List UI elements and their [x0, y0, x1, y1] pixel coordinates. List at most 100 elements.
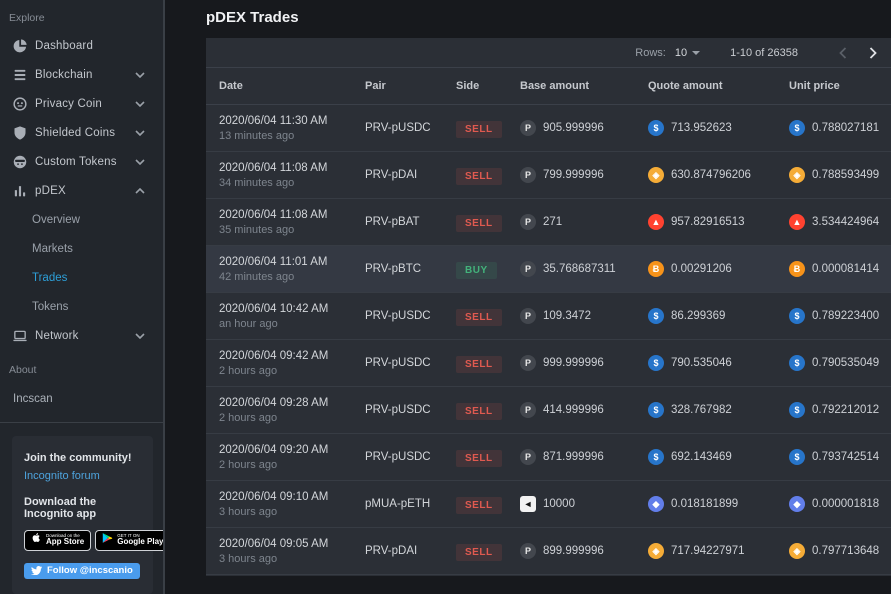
main-content: pDEX Trades Rows: 10 1-10 of 26358 Date … — [165, 0, 891, 594]
unit-amount-cell: $0.792212012 — [789, 402, 891, 418]
sidebar-item-dashboard[interactable]: Dashboard — [0, 31, 163, 60]
base-amount-cell: P 871.999996 — [520, 449, 648, 465]
trade-relative-time: an hour ago — [219, 317, 278, 330]
base-amount-value: 871.999996 — [543, 451, 604, 463]
sidebar-item-incscan[interactable]: Incscan — [13, 393, 53, 405]
trade-date: 2020/06/04 11:08 AM — [219, 161, 328, 174]
side-badge: SELL — [456, 120, 502, 138]
table-row[interactable]: 2020/06/04 09:42 AM 2 hours ago PRV-pUSDC S… — [206, 340, 891, 387]
trade-pair: PRV-pDAI — [365, 545, 418, 557]
table-row[interactable]: 2020/06/04 11:08 AM 34 minutes ago PRV-pDA… — [206, 152, 891, 199]
side-cell: SELL — [456, 166, 520, 185]
table-row[interactable]: 2020/06/04 11:01 AM 42 minutes ago PRV-pBT… — [206, 246, 891, 293]
sidebar-item-custom-tokens[interactable]: Custom Tokens — [0, 147, 163, 176]
side-badge: SELL — [456, 308, 502, 326]
rows-per-page-select[interactable]: 10 — [674, 46, 701, 59]
sidebar-item-label: Custom Tokens — [35, 155, 117, 168]
table-row[interactable]: 2020/06/04 09:28 AM 2 hours ago PRV-pUSDC S… — [206, 387, 891, 434]
sidebar-item-network[interactable]: Network — [0, 321, 163, 350]
table-body: 2020/06/04 11:30 AM 13 minutes ago PRV-pUS… — [206, 105, 891, 575]
prv-coin-icon: P — [520, 543, 536, 559]
sidebar-item-blockchain[interactable]: Blockchain — [0, 60, 163, 89]
trade-pair: PRV-pUSDC — [365, 357, 431, 369]
rows-per-page-label: Rows: — [635, 46, 666, 59]
pmua-coin-icon: ◄ — [520, 496, 536, 512]
prv-coin-icon: P — [520, 120, 536, 136]
base-amount-cell: P 899.999996 — [520, 543, 648, 559]
quote-amount-cell: $328.767982 — [648, 402, 789, 418]
quote-amount-value: 692.143469 — [671, 451, 732, 463]
quote-amount-cell: ◆ 0.018181899 — [648, 496, 789, 512]
chevron-down-icon — [135, 129, 145, 136]
base-amount-cell: P 999.999996 — [520, 355, 648, 371]
table-row[interactable]: 2020/06/04 10:42 AM an hour ago PRV-pUSDC S… — [206, 293, 891, 340]
side-badge: SELL — [456, 496, 502, 514]
pusdc-coin-icon: $ — [648, 402, 664, 418]
table-row[interactable]: 2020/06/04 11:30 AM 13 minutes ago PRV-pUS… — [206, 105, 891, 152]
sidebar-subitem-overview[interactable]: Overview — [0, 205, 163, 234]
custom-tokens-icon — [11, 153, 28, 170]
date-cell: 2020/06/04 09:20 AM 2 hours ago — [219, 444, 365, 471]
date-cell: 2020/06/04 11:01 AM 42 minutes ago — [219, 256, 365, 283]
trade-date: 2020/06/04 11:30 AM — [219, 114, 328, 127]
sidebar-subitem-markets[interactable]: Markets — [0, 234, 163, 263]
side-cell: SELL — [456, 119, 520, 138]
sidebar-subitem-trades[interactable]: Trades — [0, 263, 163, 292]
pusdc-coin-icon: $ — [648, 355, 664, 371]
table-toolbar: Rows: 10 1-10 of 26358 — [206, 38, 891, 68]
twitter-follow-button[interactable]: Follow @incscanio — [24, 562, 140, 579]
unit-amount-value: 0.797713648 — [812, 545, 880, 557]
base-amount-cell: P 35.768687311 — [520, 261, 648, 277]
pusdc-coin-icon: $ — [648, 120, 664, 136]
pdai-coin-icon: ◈ — [648, 167, 664, 183]
next-page-button[interactable] — [858, 38, 888, 68]
table-row[interactable]: 2020/06/04 11:08 AM 35 minutes ago PRV-pBA… — [206, 199, 891, 246]
google-play-badge[interactable]: GET IT ON Google Play — [95, 529, 163, 551]
table-row[interactable]: 2020/06/04 09:10 AM 3 hours ago pMUA-pETH S… — [206, 481, 891, 528]
previous-page-button[interactable] — [828, 38, 858, 68]
trade-date: 2020/06/04 10:42 AM — [219, 302, 329, 315]
blockchain-icon — [11, 66, 28, 83]
community-download-text: Download the Incognito app — [24, 495, 97, 520]
quote-amount-value: 630.874796206 — [671, 169, 751, 181]
trade-pair: PRV-pUSDC — [365, 310, 431, 322]
trade-relative-time: 42 minutes ago — [219, 270, 295, 283]
unit-amount-value: 0.788027181 — [812, 122, 880, 134]
pdai-coin-icon: ◈ — [648, 543, 664, 559]
table-row[interactable]: 2020/06/04 09:20 AM 2 hours ago PRV-pUSDC S… — [206, 434, 891, 481]
sidebar-item-shielded-coins[interactable]: Shielded Coins — [0, 118, 163, 147]
quote-amount-value: 717.94227971 — [671, 545, 745, 557]
sidebar-item-privacy-coin[interactable]: Privacy Coin — [0, 89, 163, 118]
sidebar-divider — [0, 421, 163, 423]
trade-relative-time: 34 minutes ago — [219, 176, 295, 189]
trade-relative-time: 2 hours ago — [219, 364, 278, 377]
peth-coin-icon: ◆ — [789, 496, 805, 512]
trade-relative-time: 2 hours ago — [219, 411, 278, 424]
pagination-range: 1-10 of 26358 — [730, 46, 798, 59]
prv-coin-icon: P — [520, 261, 536, 277]
dashboard-icon — [11, 37, 28, 54]
unit-amount-value: 0.790535049 — [812, 357, 880, 369]
app-store-badge[interactable]: Download on the App Store — [24, 529, 92, 551]
incognito-forum-link[interactable]: Incognito forum — [24, 469, 100, 482]
unit-amount-cell: ◈ 0.797713648 — [789, 543, 891, 559]
chevron-down-icon — [135, 158, 145, 165]
sidebar-item-pdex[interactable]: pDEX — [0, 176, 163, 205]
unit-amount-value: 0.792212012 — [812, 404, 880, 416]
sidebar-subitem-tokens[interactable]: Tokens — [0, 292, 163, 321]
rows-per-page-value: 10 — [674, 46, 688, 59]
base-amount-cell: ◄ 10000 — [520, 496, 648, 512]
base-amount-value: 109.3472 — [543, 310, 591, 322]
trade-date: 2020/06/04 11:01 AM — [219, 255, 328, 268]
quote-amount-value: 790.535046 — [671, 357, 732, 369]
unit-amount-cell: $0.793742514 — [789, 449, 891, 465]
chevron-down-icon — [135, 71, 145, 78]
prv-coin-icon: P — [520, 402, 536, 418]
table-row[interactable]: 2020/06/04 09:05 AM 3 hours ago PRV-pDAI SE… — [206, 528, 891, 575]
pbat-coin-icon: ▲ — [789, 214, 805, 230]
base-amount-value: 35.768687311 — [543, 263, 616, 275]
date-cell: 2020/06/04 09:05 AM 3 hours ago — [219, 538, 365, 565]
base-amount-value: 271 — [543, 216, 563, 228]
shielded-coins-icon — [11, 124, 28, 141]
subitem-label: Tokens — [32, 300, 69, 313]
